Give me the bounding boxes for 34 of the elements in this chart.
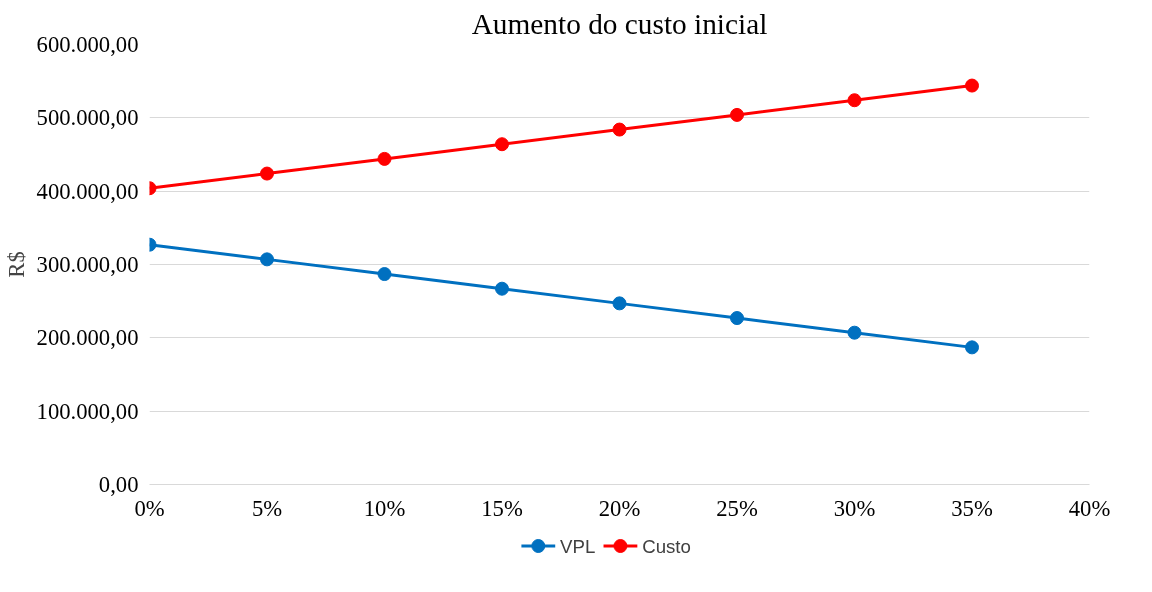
x-tick-label: 30% [833, 495, 876, 521]
y-tick-label: 100.000,00 [36, 398, 139, 424]
y-axis-title: R$ [3, 251, 29, 278]
y-tick-label: 600.000,00 [36, 32, 139, 57]
point [730, 311, 744, 326]
point [612, 122, 627, 137]
y-tick-label: 500.000,00 [36, 105, 139, 131]
point [495, 281, 509, 296]
x-tick-label: 10% [363, 495, 406, 521]
point [260, 166, 274, 181]
x-tick-label: 25% [716, 495, 758, 521]
point [965, 78, 979, 93]
x-tick-label: 15% [481, 495, 523, 521]
point [847, 93, 862, 108]
x-tick-label: 35% [951, 495, 993, 521]
point [730, 107, 744, 122]
x-tick-label: 40% [1068, 495, 1111, 521]
point [847, 325, 862, 340]
point [612, 296, 627, 311]
legend-label: Custo [642, 535, 691, 557]
point [495, 137, 509, 152]
x-tick-label: 5% [251, 495, 283, 521]
x-tick-label: 0% [134, 495, 165, 521]
y-tick-label: 400.000,00 [36, 178, 139, 204]
point [377, 267, 392, 282]
point [965, 340, 979, 355]
point [377, 151, 392, 166]
y-tick-label: 0,00 [98, 472, 139, 497]
y-tick-label: 200.000,00 [36, 325, 139, 351]
chart-title: Aumento do custo inicial [471, 7, 768, 40]
legend-label: VPL [560, 535, 596, 557]
point [260, 252, 274, 267]
y-tick-label: 300.000,00 [36, 252, 139, 277]
x-tick-label: 20% [598, 495, 641, 521]
